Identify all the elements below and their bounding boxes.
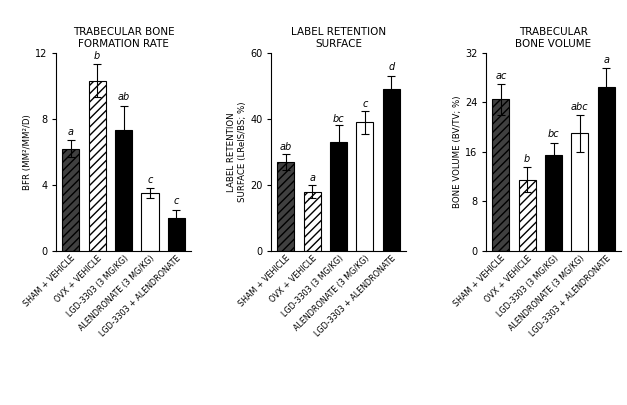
Y-axis label: BONE VOLUME (BV/TV; %): BONE VOLUME (BV/TV; %) <box>453 96 462 208</box>
Text: abc: abc <box>571 102 589 111</box>
Bar <box>519 180 535 251</box>
Text: c: c <box>362 99 367 109</box>
Bar <box>382 89 400 251</box>
Bar <box>492 99 509 251</box>
Text: b: b <box>94 51 100 61</box>
Text: ac: ac <box>495 70 507 81</box>
Bar <box>168 218 185 251</box>
Bar <box>571 133 589 251</box>
Bar <box>330 142 347 251</box>
Bar <box>545 155 562 251</box>
Text: d: d <box>388 62 394 72</box>
Text: bc: bc <box>548 130 559 139</box>
Y-axis label: BFR (MM²/MM²/D): BFR (MM²/MM²/D) <box>23 114 32 190</box>
Y-axis label: LABEL RETENTION
SURFACE (LRelS/BS; %): LABEL RETENTION SURFACE (LRelS/BS; %) <box>227 102 247 202</box>
Text: a: a <box>309 173 315 183</box>
Text: b: b <box>524 154 530 164</box>
Bar <box>115 130 132 251</box>
Bar <box>303 192 321 251</box>
Bar <box>88 81 106 251</box>
Text: ab: ab <box>280 142 292 152</box>
Title: TRABECULAR BONE
FORMATION RATE: TRABECULAR BONE FORMATION RATE <box>73 27 174 49</box>
Bar <box>142 193 159 251</box>
Text: bc: bc <box>333 114 344 124</box>
Bar <box>277 162 295 251</box>
Bar <box>598 87 615 251</box>
Text: a: a <box>603 55 609 65</box>
Title: LABEL RETENTION
SURFACE: LABEL RETENTION SURFACE <box>291 27 386 49</box>
Bar <box>62 149 80 251</box>
Text: a: a <box>68 127 74 137</box>
Text: c: c <box>147 175 152 185</box>
Bar <box>356 122 374 251</box>
Title: TRABECULAR
BONE VOLUME: TRABECULAR BONE VOLUME <box>515 27 592 49</box>
Text: ab: ab <box>117 92 130 102</box>
Text: c: c <box>174 196 179 207</box>
